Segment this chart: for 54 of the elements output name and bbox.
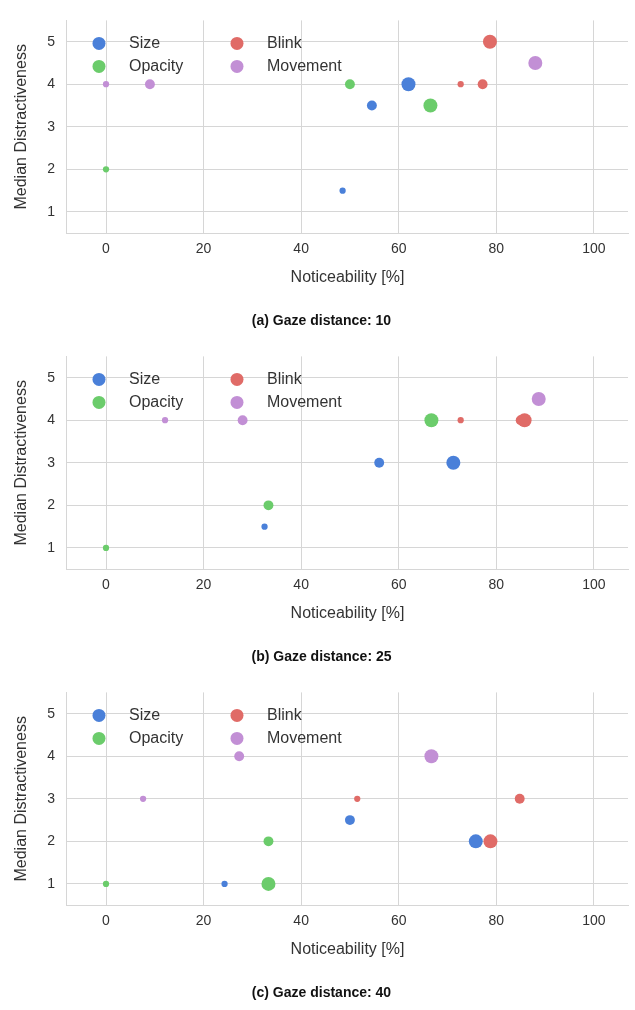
x-tick-label: 60	[390, 240, 407, 257]
x-tick-label: 20	[195, 576, 212, 593]
y-axis-title: Median Distractiveness	[12, 44, 30, 210]
y-tick-label: 3	[47, 453, 56, 470]
y-tick-label: 1	[47, 202, 56, 219]
x-tick-label: 100	[582, 912, 606, 929]
x-tick-label: 60	[390, 576, 407, 593]
legend-label: Opacity	[128, 392, 184, 410]
legend-label: Movement	[266, 728, 343, 746]
y-tick-label: 4	[47, 75, 56, 92]
x-axis-title: Noticeability [%]	[290, 268, 405, 286]
x-tick-label: 20	[195, 912, 212, 929]
x-tick-label: 100	[582, 576, 606, 593]
x-axis-title: Noticeability [%]	[290, 604, 405, 622]
legend-label: Opacity	[128, 728, 184, 746]
text: (c) Gaze distance: 40	[251, 984, 392, 1001]
text: (b) Gaze distance: 25	[251, 648, 392, 665]
x-tick-label: 80	[488, 576, 505, 593]
x-tick-label: 40	[293, 912, 310, 929]
x-axis-title: Noticeability [%]	[290, 940, 405, 958]
y-tick-label: 3	[47, 789, 56, 806]
x-tick-label: 100	[582, 240, 606, 257]
y-tick-label: 2	[47, 496, 56, 513]
legend-label: Movement	[266, 392, 343, 410]
y-axis-title: Median Distractiveness	[12, 716, 30, 882]
x-tick-label: 0	[102, 576, 111, 593]
text: (a) Gaze distance: 10	[251, 312, 392, 329]
y-tick-label: 4	[47, 411, 56, 428]
legend-label: Blink	[266, 33, 303, 51]
legend-label: Size	[128, 33, 161, 51]
legend-label: Opacity	[128, 56, 184, 74]
x-tick-label: 60	[390, 912, 407, 929]
legend-label: Size	[128, 369, 161, 387]
y-tick-label: 1	[47, 874, 56, 891]
x-tick-label: 20	[195, 240, 212, 257]
y-tick-label: 5	[47, 704, 56, 721]
legend-label: Blink	[266, 705, 303, 723]
y-tick-label: 2	[47, 160, 56, 177]
legend-label: Size	[128, 705, 161, 723]
y-tick-label: 3	[47, 117, 56, 134]
x-tick-label: 80	[488, 912, 505, 929]
y-tick-label: 4	[47, 747, 56, 764]
y-tick-label: 1	[47, 538, 56, 555]
x-tick-label: 40	[293, 240, 310, 257]
x-tick-label: 40	[293, 576, 310, 593]
y-axis-title: Median Distractiveness	[12, 380, 30, 546]
y-tick-label: 5	[47, 32, 56, 49]
legend-label: Movement	[266, 56, 343, 74]
x-tick-label: 0	[102, 912, 111, 929]
x-tick-label: 80	[488, 240, 505, 257]
legend-label: Blink	[266, 369, 303, 387]
x-tick-label: 0	[102, 240, 111, 257]
y-tick-label: 5	[47, 368, 56, 385]
y-tick-label: 2	[47, 832, 56, 849]
